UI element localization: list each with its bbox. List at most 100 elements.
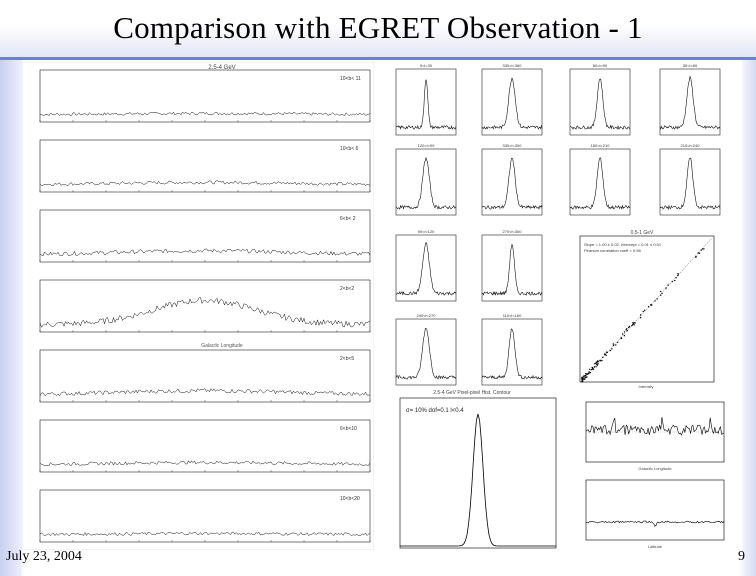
scatter-point <box>586 376 588 378</box>
scatter-point <box>599 359 601 362</box>
scatter-point <box>589 368 591 370</box>
region-label: 330<l<360 <box>503 63 523 68</box>
region-panel: 60<l<90 <box>569 63 631 136</box>
scatter-point <box>601 359 603 362</box>
profile-panel: 10<b< 6 <box>39 139 371 193</box>
right-decor-strip <box>738 60 756 576</box>
scatter-point <box>626 330 628 332</box>
slide-title: Comparison with EGRET Observation - 1 <box>113 10 643 45</box>
scatter-xlabel: Intensity <box>639 384 654 389</box>
footer-date: July 23, 2004 <box>6 549 82 564</box>
region-label: 0<l<30 <box>420 63 433 68</box>
scatter-point <box>597 360 599 362</box>
scatter-point <box>677 273 679 275</box>
panel-label: 10<b<20 <box>340 496 360 502</box>
scatter-point <box>596 364 599 366</box>
scatter-point <box>674 279 676 282</box>
panel-label: 6<b< 2 <box>340 216 356 222</box>
scatter-point <box>628 326 630 329</box>
residual-xlabel: Galactic Longitude <box>638 466 672 471</box>
scatter-point <box>584 377 586 379</box>
scatter-point <box>592 368 595 370</box>
region-label: 210<l<240 <box>681 143 701 148</box>
xlabel: Galactic Longitude <box>201 343 243 349</box>
region-comparison-figure: 0<l<30 330<l<360 60<l<90 30<l<60 120<l<90 330… <box>380 60 742 554</box>
scatter-point <box>604 353 606 356</box>
scatter-point <box>698 252 701 254</box>
scatter-annotation-1: Slope = 1.00 ± 0.02, Intercept = 0.01 ± … <box>584 242 662 247</box>
scatter-point <box>671 280 673 283</box>
region-label: 110<l<160 <box>503 313 522 318</box>
scatter-point <box>620 337 622 340</box>
scatter-point <box>642 310 644 313</box>
hist-annotation: σ= 10% dof=0.1 l<0.4 <box>406 408 464 414</box>
scatter-point <box>660 294 662 296</box>
profile-panel: 6<b< 2 <box>39 209 371 263</box>
scatter-point <box>665 287 667 289</box>
scatter-point <box>589 371 592 374</box>
scatter-point <box>702 248 704 250</box>
region-panel: 110<l<160 <box>481 313 543 386</box>
scatter-point <box>611 348 613 350</box>
region-panel: 120<l<90 <box>395 143 457 216</box>
scatter-point <box>623 331 626 333</box>
region-panel: 90<l<120 <box>395 229 457 302</box>
scatter-point <box>632 323 634 326</box>
panel-label: 2<b<2 <box>340 286 354 292</box>
scatter-point <box>677 274 679 277</box>
region-panel: 30<l<60 <box>659 63 721 136</box>
scatter-point <box>639 314 642 316</box>
residual2-xlabel: Latitude <box>648 544 663 549</box>
scatter-point <box>695 256 697 258</box>
scatter-point <box>602 356 604 358</box>
pixel-histogram: 2.5-4 GeV Pixel-pixel Hist. Contour σ= 1… <box>399 390 557 549</box>
scatter-point <box>588 371 590 373</box>
scatter-point <box>612 344 615 347</box>
scatter-point <box>621 333 624 335</box>
scatter-point <box>631 324 633 327</box>
scatter-point <box>590 368 593 371</box>
scatter-point <box>594 363 596 365</box>
scatter-point <box>656 298 658 300</box>
region-panel: 180<l<210 <box>569 143 631 216</box>
scatter-title: 0.5-1 GeV <box>631 230 654 236</box>
panel-label: 2<b<5 <box>340 356 354 362</box>
scatter-point <box>605 354 607 356</box>
region-panel: 330<l<300 <box>481 143 543 216</box>
scatter-point <box>605 351 608 353</box>
scatter-point <box>625 329 627 331</box>
scatter-point <box>661 292 663 295</box>
profile-panel: 10<b< 11 <box>39 69 371 123</box>
region-label: 180<l<210 <box>591 143 611 148</box>
scatter-point <box>615 344 617 346</box>
scatter-point <box>644 309 646 311</box>
region-panel: 240<l<270 <box>395 313 457 386</box>
panel-label: 6<b<10 <box>340 426 357 432</box>
scatter-point <box>639 317 642 319</box>
profile-panel: 6<b<10 <box>39 419 371 473</box>
region-panel: 210<l<240 <box>659 143 721 216</box>
scatter-point <box>660 290 662 293</box>
scatter-point <box>667 284 669 286</box>
scatter-point <box>582 375 585 377</box>
scatter-point <box>584 378 586 380</box>
residual-longitude-plot: Galactic Longitude <box>585 401 725 471</box>
scatter-point <box>648 306 650 308</box>
scatter-point <box>609 349 611 352</box>
region-panel: 0<l<30 <box>395 63 457 136</box>
scatter-point <box>592 367 594 369</box>
scatter-point <box>585 374 587 377</box>
region-label: 120<l<90 <box>418 143 435 148</box>
title-band <box>0 0 756 60</box>
scatter-annotation-2: Pearson correlation coeff = 0.98 <box>584 248 642 253</box>
region-label: 60<l<90 <box>593 63 608 68</box>
scatter-point <box>697 252 699 254</box>
scatter-point <box>582 378 584 380</box>
scatter-point <box>581 378 583 380</box>
panel-label: 10<b< 11 <box>340 76 361 82</box>
scatter-point <box>617 341 619 344</box>
region-label: 90<l<120 <box>418 229 435 234</box>
region-panel: 330<l<360 <box>481 63 543 136</box>
scatter-point <box>634 322 636 324</box>
residual-latitude-plot: Latitude <box>585 479 725 549</box>
